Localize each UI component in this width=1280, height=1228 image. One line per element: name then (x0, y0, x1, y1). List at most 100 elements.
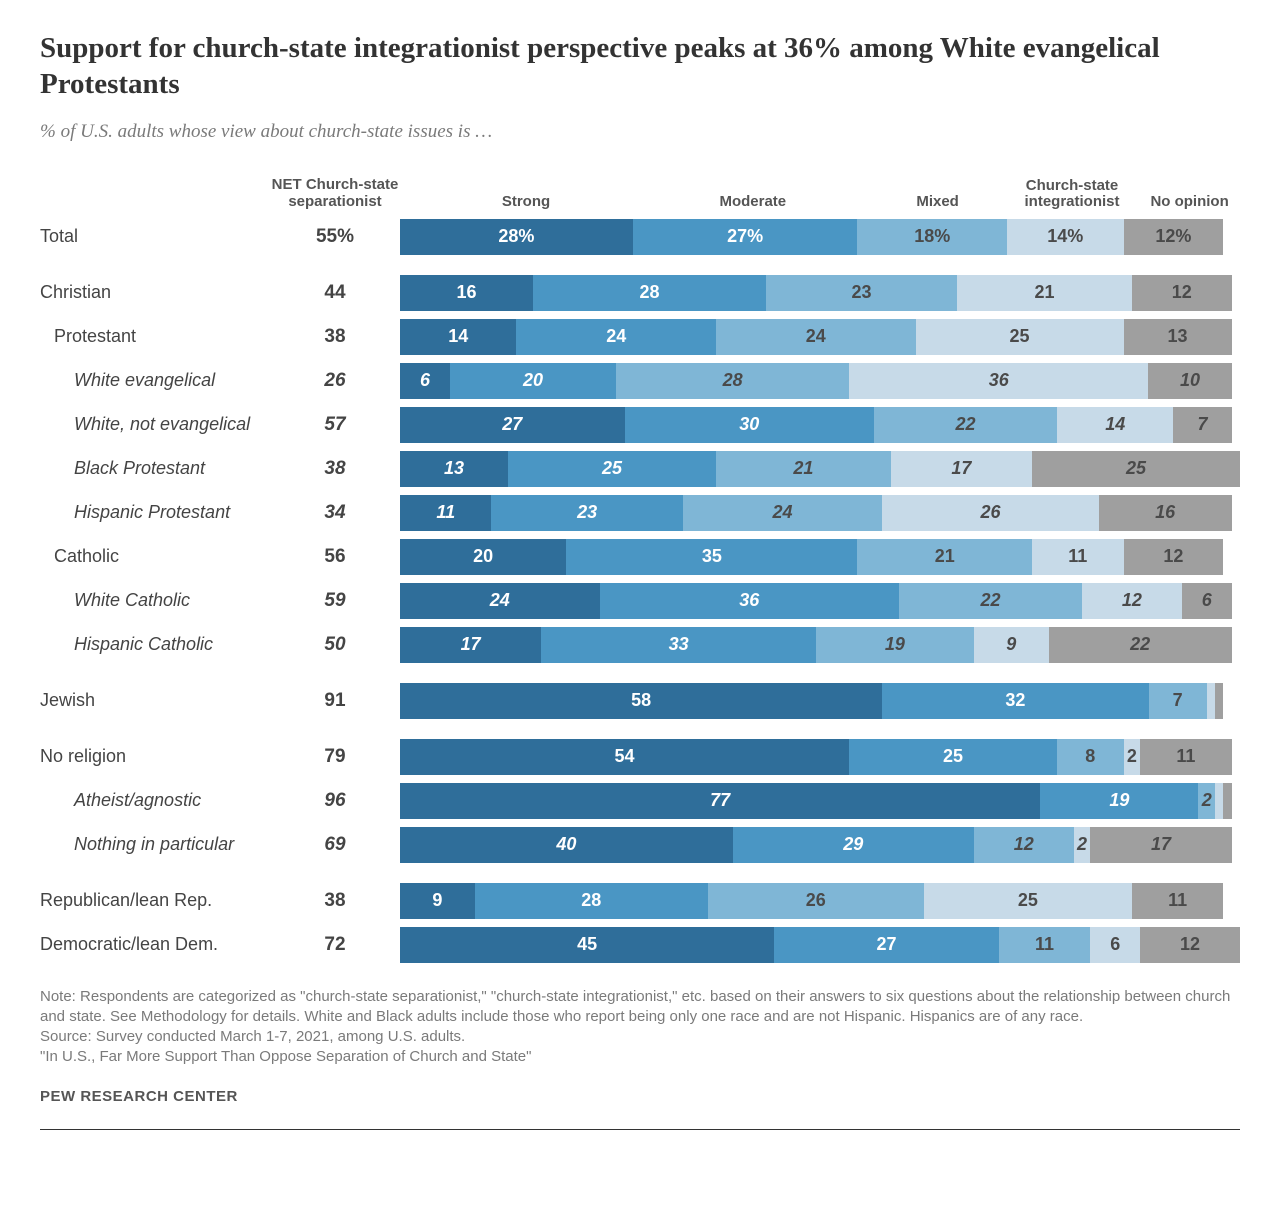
bar-segment-no_opinion (1215, 683, 1223, 719)
row-bar: 620283610 (400, 363, 1240, 399)
bar-segment-moderate: 20 (450, 363, 616, 399)
bar-segment-strong: 11 (400, 495, 491, 531)
bar-segment-strong: 16 (400, 275, 533, 311)
row-net-value: 34 (270, 502, 400, 524)
bar-segment-moderate: 25 (849, 739, 1057, 775)
row-net-value: 38 (270, 890, 400, 912)
row-bar: 1325211725 (400, 451, 1240, 487)
bar-segment-moderate: 27% (633, 219, 858, 255)
row-label: No religion (40, 746, 270, 767)
bar-segment-integrationist: 26 (882, 495, 1098, 531)
header-strong: Strong (502, 194, 550, 211)
bar-segment-integrationist: 17 (891, 451, 1032, 487)
bar-segment-mixed: 22 (899, 583, 1082, 619)
row-net-value: 44 (270, 282, 400, 304)
row-label: White Catholic (40, 590, 270, 611)
bar-segment-mixed: 28 (616, 363, 849, 399)
row-bar: 273022147 (400, 407, 1240, 443)
bar-segment-moderate: 33 (541, 627, 815, 663)
data-row: Protestant381424242513 (40, 317, 1240, 357)
bar-segment-no_opinion: 10 (1148, 363, 1231, 399)
row-label: Hispanic Protestant (40, 502, 270, 523)
bar-segment-strong: 27 (400, 407, 625, 443)
bar-segment-strong: 45 (400, 927, 774, 963)
row-label: Christian (40, 282, 270, 303)
row-label: Democratic/lean Dem. (40, 934, 270, 955)
header-moderate: Moderate (719, 194, 786, 211)
row-net-value: 55% (270, 226, 400, 248)
bar-segment-mixed: 18% (857, 219, 1007, 255)
row-bar: 58327 (400, 683, 1240, 719)
bar-segment-mixed: 23 (766, 275, 957, 311)
row-label: Nothing in particular (40, 834, 270, 855)
row-net-value: 91 (270, 690, 400, 712)
data-row: Atheist/agnostic9677192 (40, 781, 1240, 821)
data-row: Catholic562035211112 (40, 537, 1240, 577)
row-label: Catholic (40, 546, 270, 567)
bar-segment-integrationist: 21 (957, 275, 1132, 311)
bar-segment-moderate: 32 (882, 683, 1148, 719)
bar-segment-strong: 14 (400, 319, 516, 355)
bar-segment-integrationist: 9 (974, 627, 1049, 663)
bar-segment-integrationist: 11 (1032, 539, 1123, 575)
row-label: Jewish (40, 690, 270, 711)
bar-segment-moderate: 24 (516, 319, 716, 355)
bar-segment-no_opinion: 11 (1132, 883, 1223, 919)
bar-segment-no_opinion: 6 (1182, 583, 1232, 619)
org-attribution: PEW RESEARCH CENTER (40, 1088, 1240, 1123)
bar-segment-no_opinion: 22 (1049, 627, 1232, 663)
row-net-value: 56 (270, 546, 400, 568)
data-row: Black Protestant381325211725 (40, 449, 1240, 489)
bar-segment-integrationist: 6 (1090, 927, 1140, 963)
data-row: Nothing in particular69402912217 (40, 825, 1240, 865)
bar-segment-no_opinion: 12 (1140, 927, 1240, 963)
data-row: No religion7954258211 (40, 737, 1240, 777)
note-line: "In U.S., Far More Support Than Oppose S… (40, 1047, 1240, 1067)
row-bar: 243622126 (400, 583, 1240, 619)
bar-segment-mixed: 12 (974, 827, 1074, 863)
row-label: White evangelical (40, 370, 270, 391)
bar-segment-no_opinion: 11 (1140, 739, 1231, 775)
row-net-value: 38 (270, 458, 400, 480)
rows-container: Total55%28%27%18%14%12%Christian44162823… (40, 217, 1240, 965)
bar-segment-no_opinion: 25 (1032, 451, 1240, 487)
note-line: Note: Respondents are categorized as "ch… (40, 987, 1240, 1028)
row-bar: 1123242616 (400, 495, 1240, 531)
bar-segment-moderate: 23 (491, 495, 682, 531)
bar-segment-no_opinion: 12 (1124, 539, 1224, 575)
row-net-value: 38 (270, 326, 400, 348)
data-row: White Catholic59243622126 (40, 581, 1240, 621)
data-row: Republican/lean Rep.38928262511 (40, 881, 1240, 921)
bar-segment-strong: 13 (400, 451, 508, 487)
bar-segment-mixed: 8 (1057, 739, 1124, 775)
bar-segment-strong: 6 (400, 363, 450, 399)
row-bar: 1628232112 (400, 275, 1240, 311)
bar-segment-strong: 28% (400, 219, 633, 255)
column-headers: NET Church-state separationist StrongMod… (40, 165, 1240, 213)
row-net-value: 50 (270, 634, 400, 656)
bar-segment-no_opinion: 16 (1099, 495, 1232, 531)
bar-segment-integrationist: 14 (1057, 407, 1173, 443)
bar-segment-no_opinion (1223, 783, 1231, 819)
data-row: Total55%28%27%18%14%12% (40, 217, 1240, 257)
row-label: Hispanic Catholic (40, 634, 270, 655)
row-label: Atheist/agnostic (40, 790, 270, 811)
data-row: Jewish9158327 (40, 681, 1240, 721)
data-row: White evangelical26620283610 (40, 361, 1240, 401)
bar-segment-strong: 58 (400, 683, 882, 719)
bar-segment-mixed: 24 (716, 319, 916, 355)
bar-segment-no_opinion: 13 (1124, 319, 1232, 355)
row-net-value: 79 (270, 746, 400, 768)
row-net-value: 59 (270, 590, 400, 612)
data-row: Democratic/lean Dem.72452711612 (40, 925, 1240, 965)
header-integrationist: Church-stateintegrationist (1024, 178, 1119, 211)
row-label: Black Protestant (40, 458, 270, 479)
row-bar: 402912217 (400, 827, 1240, 863)
bar-segment-strong: 24 (400, 583, 600, 619)
data-row: Hispanic Catholic50173319922 (40, 625, 1240, 665)
bar-segment-moderate: 30 (625, 407, 875, 443)
bar-segment-integrationist: 36 (849, 363, 1148, 399)
bar-segment-no_opinion: 17 (1090, 827, 1231, 863)
bar-segment-strong: 40 (400, 827, 733, 863)
bar-segment-moderate: 25 (508, 451, 716, 487)
